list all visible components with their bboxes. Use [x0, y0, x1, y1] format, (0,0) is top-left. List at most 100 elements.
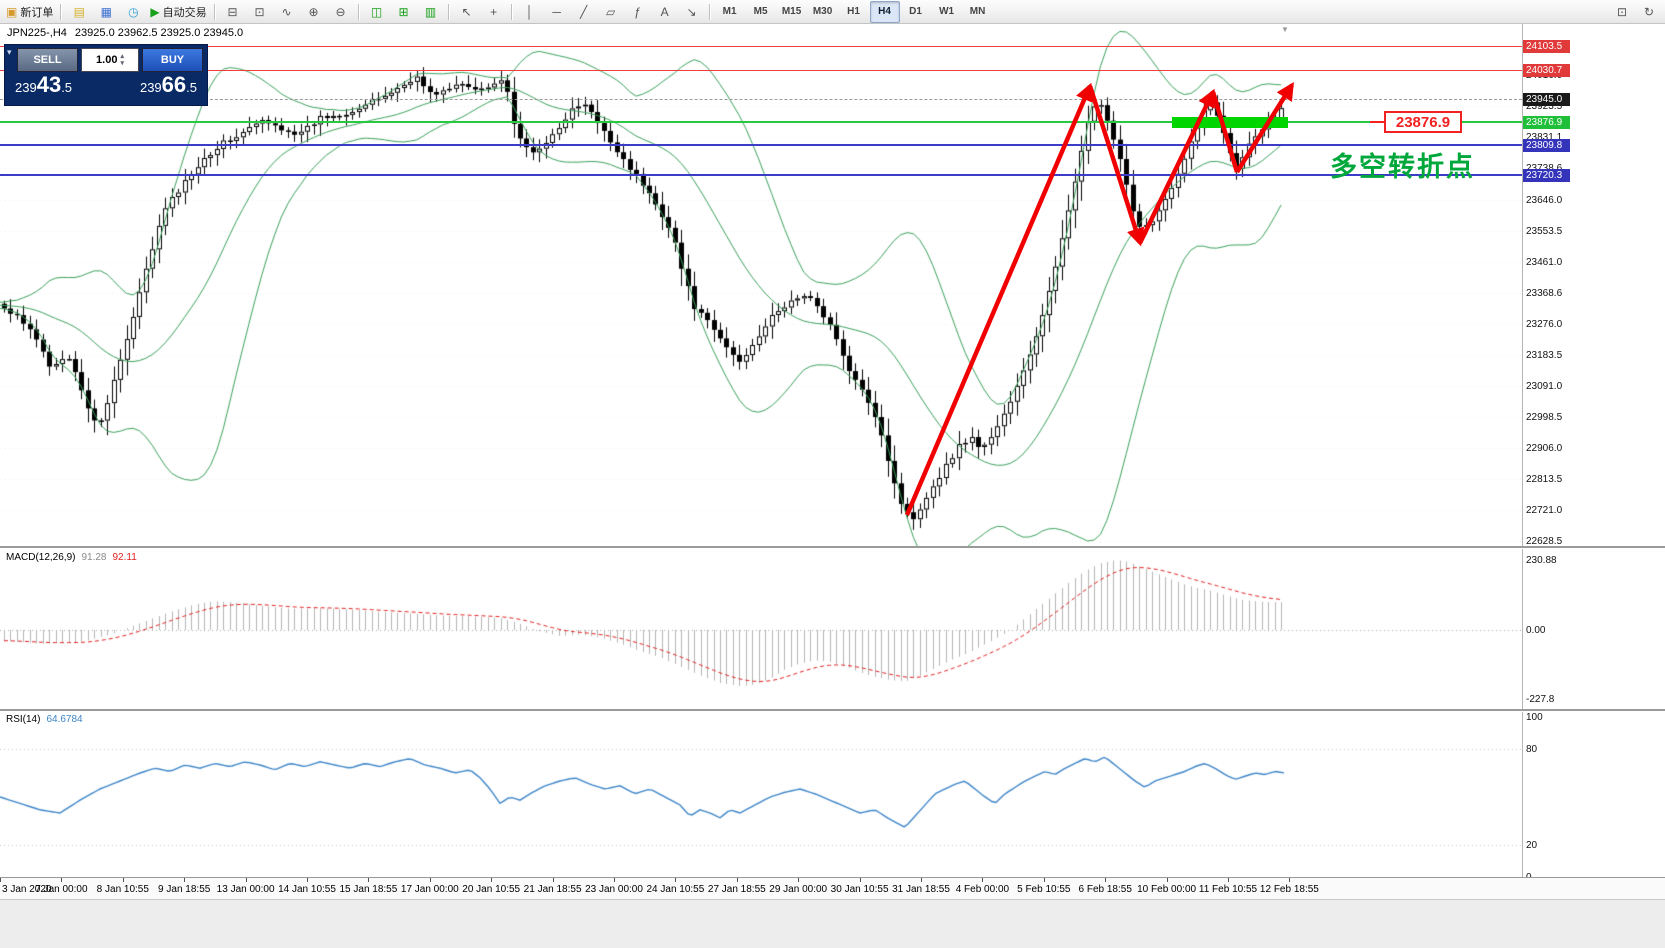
zigzag-segment[interactable] [1137, 88, 1216, 244]
timeframe-m15[interactable]: M15 [781, 6, 802, 17]
timeframe-m1[interactable]: M1 [722, 6, 737, 17]
price-axis-label: 22906.0 [1526, 442, 1563, 454]
crosshair-tool-button[interactable]: + [481, 1, 507, 23]
time-axis-label: 10 Feb 00:00 [1137, 884, 1197, 895]
fibonacci-tool-button[interactable]: ƒ [625, 1, 651, 23]
oct-volume-field[interactable]: 1.00 ▴ ▾ [81, 48, 139, 72]
timeframe-d1[interactable]: D1 [909, 6, 922, 17]
market-watch-button[interactable]: ▦ [93, 1, 119, 23]
toolbar-separator [510, 3, 513, 20]
time-tick [614, 878, 615, 882]
panel-separator[interactable] [0, 546, 1665, 549]
candlestick-mode-button[interactable]: ⊡ [247, 1, 273, 23]
macd-axis-label: 230.88 [1526, 554, 1557, 566]
time-tick [982, 878, 984, 882]
price-line-label: 24103.5 [1523, 40, 1570, 53]
zigzag-segment[interactable] [904, 82, 1093, 516]
text-tool-icon: A [660, 4, 669, 19]
charts-window-button[interactable]: ▤ [66, 1, 92, 23]
time-axis-label: 15 Jan 18:55 [339, 884, 398, 895]
timeframe-mn[interactable]: MN [969, 6, 986, 17]
turning-point-note[interactable]: 多空转折点 [1330, 152, 1475, 182]
oct-collapse-icon[interactable]: ▾ [7, 47, 12, 57]
time-axis-label: 11 Feb 10:55 [1198, 884, 1258, 895]
zoom-out-button[interactable]: ⊖ [328, 1, 354, 23]
auto-trading-label: 自动交易 [162, 6, 207, 19]
channel-tool-button[interactable]: ▱ [598, 1, 624, 23]
oct-bid-price[interactable]: 239 43.5 [15, 74, 72, 96]
price-line-label: 23945.0 [1523, 93, 1570, 107]
time-tick [61, 878, 63, 882]
bar-chart-mode-button[interactable]: ⊟ [220, 1, 246, 23]
auto-trading-button[interactable]: ▶ 自动交易 [147, 1, 209, 23]
zoom-out-icon: ⊖ [335, 4, 346, 19]
time-axis-label: 29 Jan 00:00 [769, 884, 828, 895]
time-axis-label: 30 Jan 10:55 [830, 884, 889, 895]
zoom-in-button[interactable]: ⊕ [301, 1, 327, 23]
time-axis-label: 31 Jan 18:55 [892, 884, 950, 895]
time-axis-label: 17 Jan 00:00 [400, 884, 459, 895]
rsi-panel-canvas[interactable] [0, 711, 1522, 877]
price-level-line[interactable] [0, 45, 1522, 47]
chart-title: JPN225-,H4 23925.0 23962.5 23925.0 23945… [7, 27, 243, 39]
time-axis-label: 4 Feb 00:00 [955, 884, 1010, 895]
time-axis-label: 7 Jan 00:00 [35, 884, 88, 895]
horizontal-line-tool-button[interactable]: ─ [544, 1, 570, 23]
time-tick [184, 878, 186, 882]
rsi-label: RSI(14) [6, 714, 41, 725]
time-axis-label: 14 Jan 10:55 [278, 884, 336, 895]
horizontal-line-tool-icon: ─ [552, 4, 561, 19]
toolbar-separator [60, 3, 63, 20]
oct-ask-price[interactable]: 239 66.5 [140, 74, 197, 96]
timeframe-w1[interactable]: W1 [939, 6, 955, 17]
price-callout-text: 23876.9 [1395, 113, 1451, 131]
trend-zigzag-arrows[interactable] [0, 24, 1522, 546]
cursor-tool-icon: ↖ [461, 4, 472, 19]
new-window-button[interactable]: ⊞ [391, 1, 417, 23]
bar-chart-mode-icon: ⊟ [227, 4, 238, 19]
oct-volume-stepper-icons[interactable]: ▴ ▾ [120, 53, 124, 67]
oct-buy-button[interactable]: BUY [142, 48, 203, 72]
arrows-tool-button[interactable]: ↘ [679, 1, 705, 23]
price-level-line[interactable] [0, 69, 1522, 71]
timeframe-h4[interactable]: H4 [869, 0, 900, 23]
cursor-tool-button[interactable]: ↖ [454, 1, 480, 23]
rsi-value: 64.6784 [46, 714, 83, 725]
zigzag-segment[interactable] [1210, 91, 1240, 173]
macd-main-value: 91.28 [81, 552, 107, 563]
vertical-line-tool-button[interactable]: │ [517, 1, 543, 23]
time-tick [491, 878, 493, 882]
status-bar [0, 899, 1665, 948]
support-zone-rectangle[interactable] [1172, 117, 1288, 129]
price-level-line[interactable] [0, 143, 1522, 146]
price-level-line[interactable] [0, 121, 1522, 124]
time-axis: 3 Jan 2020 7 Jan 00:00 8 Jan 10:55 9 Jan 18… [0, 877, 1665, 899]
macd-panel-canvas[interactable] [0, 548, 1522, 709]
time-axis-label: 13 Jan 00:00 [216, 884, 275, 895]
time-tick [368, 878, 370, 882]
timeframe-h1[interactable]: H1 [847, 6, 860, 17]
zigzag-segment[interactable] [1087, 85, 1145, 247]
trendline-tool-button[interactable]: ╱ [571, 1, 597, 23]
zigzag-segment[interactable] [1235, 81, 1294, 174]
timeframe-m30[interactable]: M30 [812, 6, 833, 17]
tile-windows-button[interactable]: ◫ [364, 1, 390, 23]
oct-sell-button[interactable]: SELL [17, 48, 78, 72]
price-callout-box[interactable]: 23876.9 [1384, 111, 1462, 133]
timeframe-m5[interactable]: M5 [753, 6, 768, 17]
line-chart-mode-button[interactable]: ∿ [274, 1, 300, 23]
dock-window-button[interactable]: ⊡ [1609, 1, 1635, 23]
new-order-button[interactable]: ▣ 新订单 [3, 1, 56, 23]
price-axis-label: 23553.5 [1526, 225, 1563, 237]
chart-shift-marker-icon[interactable]: ▼ [1281, 25, 1289, 34]
cascade-windows-button[interactable]: ▥ [418, 1, 444, 23]
new-order-icon: ▣ [6, 4, 18, 19]
history-center-button[interactable]: ◷ [120, 1, 146, 23]
text-tool-button[interactable]: A [652, 1, 678, 23]
trendline-tool-icon: ╱ [579, 4, 588, 19]
macd-signal-value: 92.11 [112, 552, 137, 563]
main-chart-canvas[interactable] [0, 24, 1522, 546]
panel-separator[interactable] [0, 709, 1665, 712]
refresh-button[interactable]: ↻ [1636, 1, 1662, 23]
price-level-line[interactable] [0, 173, 1522, 176]
